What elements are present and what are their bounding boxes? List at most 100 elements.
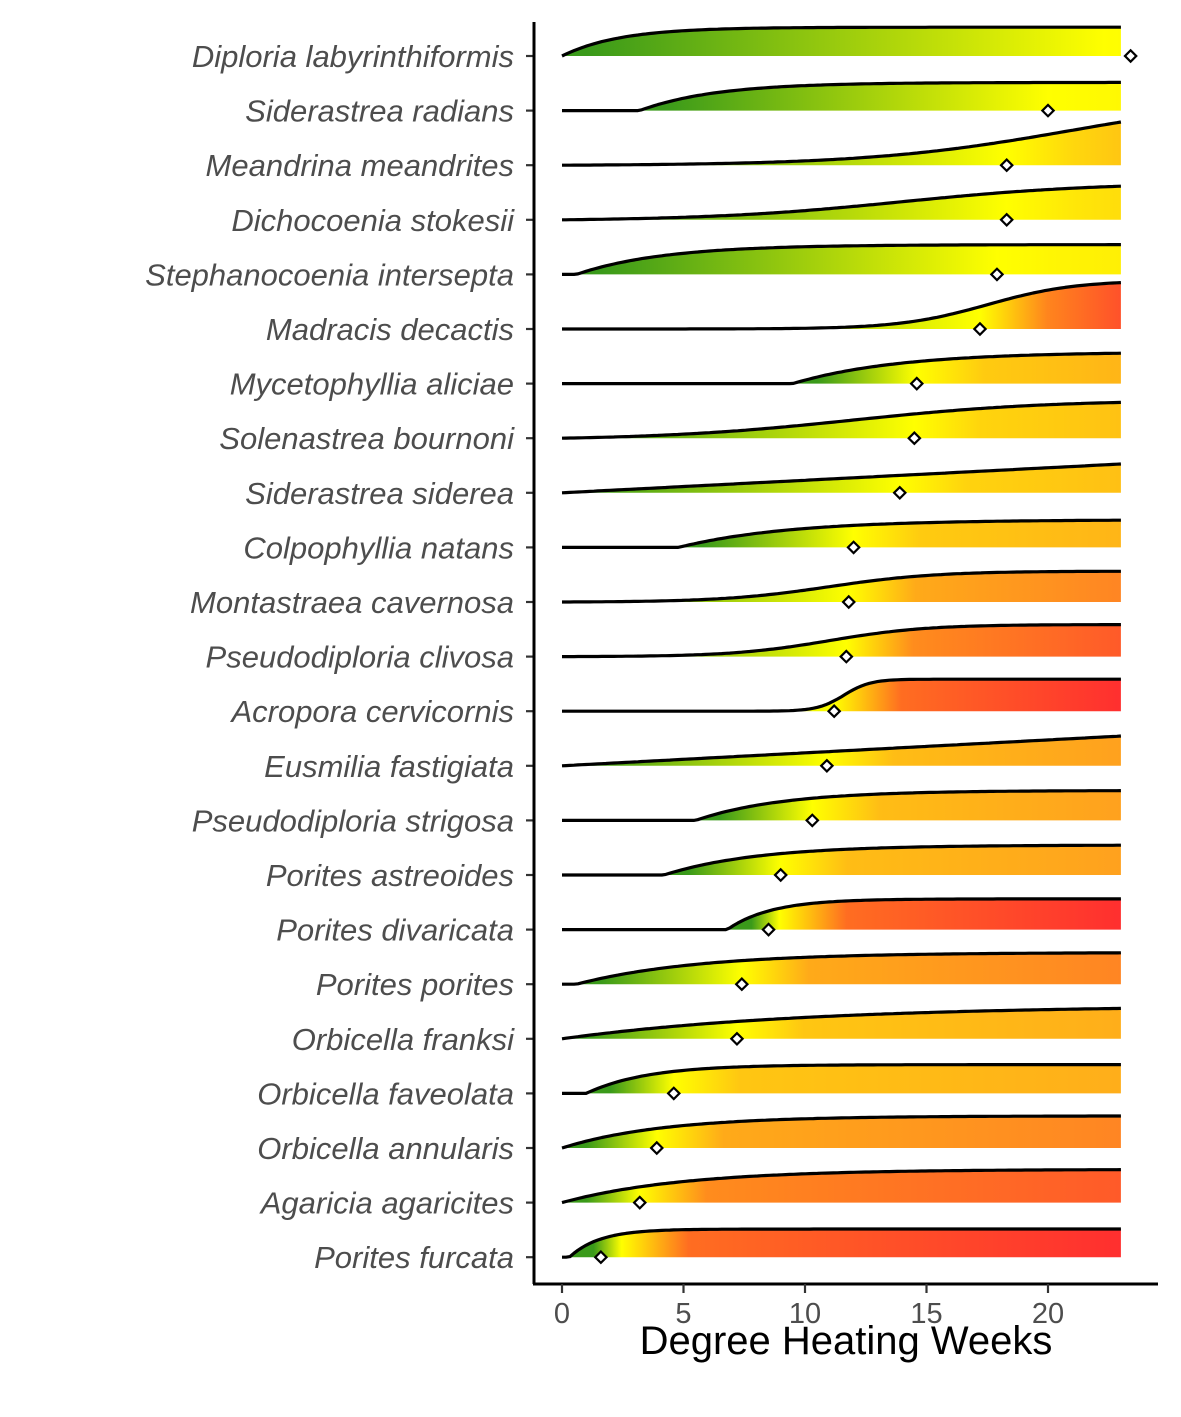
ridge-12: [562, 677, 1121, 719]
ridge-fill: [562, 1064, 1121, 1094]
species-label: Orbicella franksi: [292, 1022, 515, 1057]
species-label: Orbicella faveolata: [257, 1076, 514, 1111]
ridge-11: [562, 623, 1121, 664]
ridge-marker: [826, 703, 842, 719]
species-label: Meandrina meandrites: [206, 148, 514, 183]
ridge-line: [562, 951, 1121, 986]
ridge-fill: [562, 353, 1121, 384]
species-label: Mycetophyllia aliciae: [230, 367, 514, 402]
ridge-line: [562, 518, 1121, 549]
ridge-2: [562, 120, 1122, 173]
ridge-20: [561, 1114, 1121, 1156]
ridge-19: [562, 1063, 1121, 1101]
species-label: Stephanocoenia intersepta: [145, 257, 514, 292]
ridge-fill: [562, 1008, 1121, 1039]
ridge-14: [562, 789, 1121, 828]
ridge-line: [562, 897, 1121, 932]
ridge-fill: [562, 402, 1121, 439]
ridge-3: [562, 184, 1121, 228]
ridge-fill: [562, 898, 1121, 930]
ridge-marker: [666, 1086, 681, 1101]
x-axis-ticks: 0 5 10 15 20: [554, 1284, 1064, 1330]
ridge-17: [562, 951, 1121, 992]
ridge-16: [562, 897, 1121, 937]
ridges-layer: [561, 25, 1138, 1265]
species-label: Siderastrea siderea: [245, 476, 514, 511]
ridge-fill: [562, 1116, 1121, 1148]
species-label: Montastraea cavernosa: [190, 585, 514, 620]
ridge-line: [562, 789, 1121, 822]
ridge-fill: [562, 679, 1121, 712]
ridge-marker: [773, 867, 788, 883]
ridge-22: [562, 1227, 1121, 1265]
species-label: Diploria labyrinthiformis: [192, 39, 514, 74]
ridge-marker: [841, 594, 856, 610]
x-tick-label: 0: [554, 1298, 570, 1330]
ridge-line: [562, 1227, 1121, 1259]
ridge-13: [561, 734, 1122, 774]
x-tick-label: 20: [1032, 1298, 1064, 1330]
ridge-marker: [729, 1031, 745, 1047]
species-label: Eusmilia fastigiata: [264, 749, 514, 784]
ridge-fill: [562, 82, 1121, 111]
ridge-fill: [562, 624, 1121, 657]
ridge-marker: [1123, 48, 1138, 64]
species-label: Orbicella annularis: [257, 1131, 514, 1166]
species-label: Siderastrea radians: [245, 94, 514, 129]
ridge-9: [562, 518, 1121, 555]
ridge-marker: [839, 649, 854, 664]
ridge-line: [562, 281, 1121, 331]
species-label: Porites divaricata: [276, 913, 514, 948]
ridge-fill: [562, 845, 1121, 875]
ridge-marker: [593, 1249, 609, 1265]
ridge-line: [562, 243, 1121, 276]
ridge-10: [562, 569, 1121, 610]
ridge-line: [562, 120, 1122, 167]
ridge-fill: [562, 520, 1121, 548]
ridge-5: [562, 281, 1121, 337]
ridge-marker: [805, 813, 820, 828]
ridge-fill: [562, 1229, 1121, 1258]
ridge-marker: [649, 1140, 664, 1156]
ridge-marker: [761, 922, 776, 937]
x-tick-label: 10: [789, 1298, 821, 1330]
ridge-marker: [989, 267, 1005, 282]
species-label: Porites porites: [316, 967, 514, 1002]
ridge-line: [562, 184, 1121, 222]
ridge-fill: [562, 790, 1121, 821]
ridge-marker: [892, 485, 907, 501]
x-tick-label: 15: [910, 1298, 942, 1330]
species-label: Acropora cervicornis: [229, 694, 514, 729]
ridge-7: [561, 400, 1121, 446]
ridge-line: [561, 1114, 1121, 1150]
ridge-fill: [562, 282, 1121, 329]
ridge-fill: [562, 122, 1121, 166]
ridge-fill: [562, 27, 1121, 56]
species-labels: Diploria labyrinthiformis Siderastrea rad…: [145, 39, 534, 1275]
ridge-line: [562, 351, 1121, 386]
ridge-line: [561, 1006, 1121, 1041]
ridge-line: [562, 843, 1121, 877]
species-label: Solenastrea bournoni: [219, 421, 515, 456]
species-label: Porites astreoides: [266, 858, 514, 893]
species-label: Dichocoenia stokesii: [231, 203, 515, 238]
ridge-marker: [632, 1195, 647, 1210]
ridge-15: [562, 843, 1121, 883]
species-label: Pseudodiploria clivosa: [206, 640, 514, 675]
ridge-18: [561, 1006, 1121, 1047]
ridge-21: [561, 1168, 1121, 1210]
ridge-line: [562, 677, 1121, 713]
ridge-line: [561, 462, 1121, 495]
ridge-marker: [734, 976, 750, 992]
ridge-1: [562, 80, 1121, 118]
species-label: Colpophyllia natans: [243, 530, 514, 565]
x-axis-title: Degree Heating Weeks: [640, 1319, 1053, 1363]
ridge-marker: [819, 758, 835, 774]
ridge-6: [562, 351, 1121, 391]
ridge-fill: [562, 736, 1121, 766]
ridge-marker: [907, 430, 922, 446]
x-tick-label: 5: [675, 1298, 691, 1330]
ridge-fill: [562, 1169, 1121, 1203]
ridge-marker: [972, 321, 988, 337]
